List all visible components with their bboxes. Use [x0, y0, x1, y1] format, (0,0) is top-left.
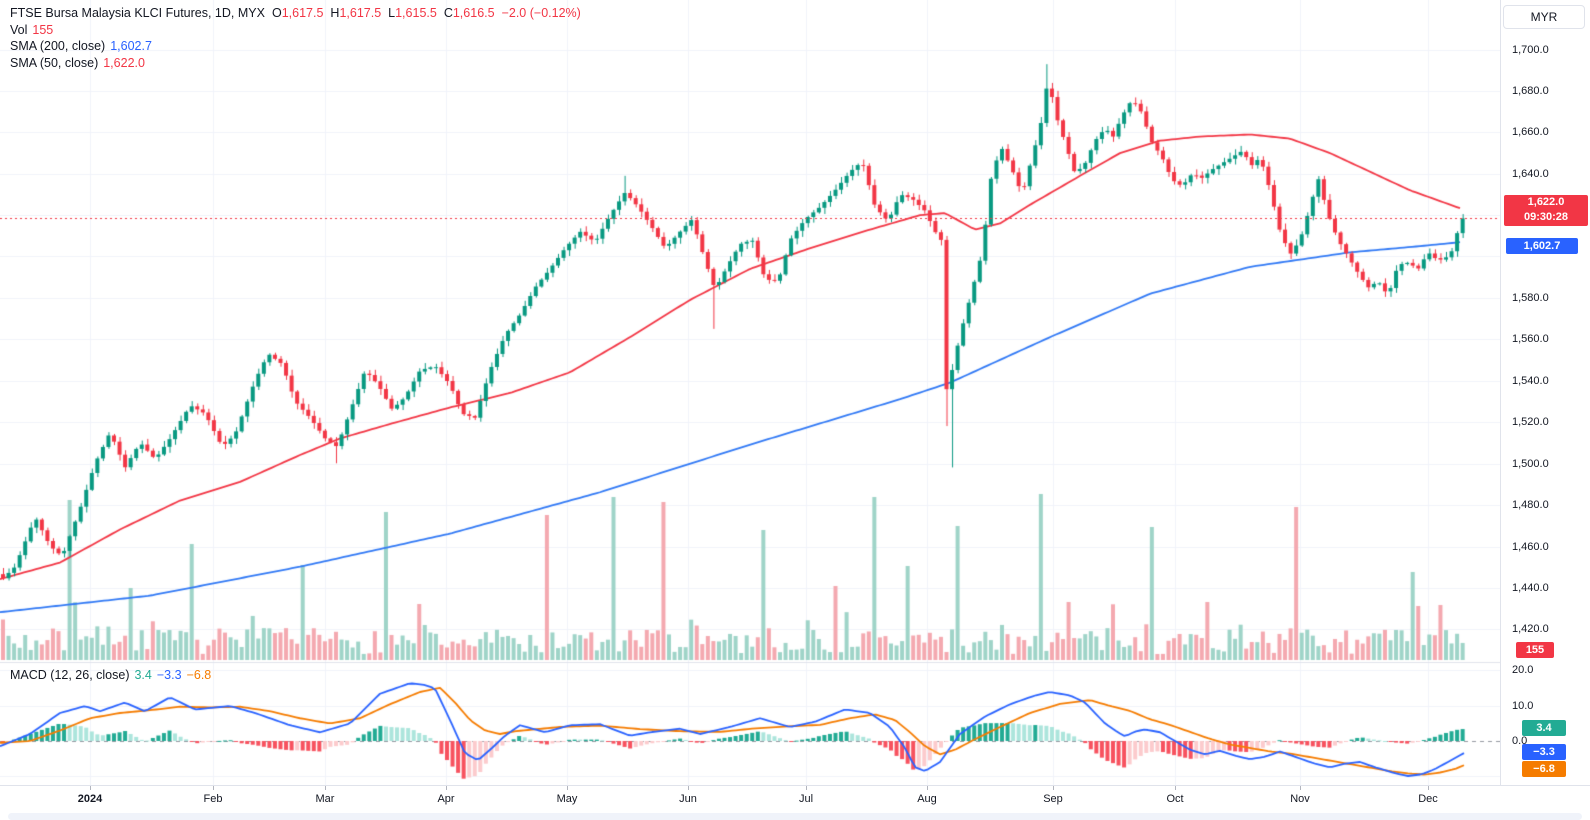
sma200-label: SMA (200, close) — [10, 39, 106, 53]
time-axis-label: May — [556, 793, 578, 805]
time-axis-tick — [806, 786, 807, 790]
price-axis-label: 1,460.0 — [1512, 541, 1549, 553]
price-axis-label: 1,580.0 — [1512, 292, 1549, 304]
macd-signal-axis-badge: −6.8 — [1522, 761, 1566, 777]
sma50-legend-row[interactable]: SMA (50, close) 1,622.0 — [10, 56, 145, 70]
price-axis-label: 1,640.0 — [1512, 168, 1549, 180]
price-axis[interactable]: MYR 1,700.0 1,680.0 1,660.0 1,640.0 1,580.0 1… — [1500, 0, 1590, 785]
macd-legend-row[interactable]: MACD (12, 26, close) 3.4 −3.3 −6.8 — [10, 668, 211, 682]
volume-value: 155 — [32, 23, 54, 37]
symbol-legend-row[interactable]: FTSE Bursa Malaysia KLCI Futures, 1D, MY… — [10, 6, 581, 20]
countdown-timer: 09:30:28 — [1523, 211, 1569, 223]
time-axis-tick — [688, 786, 689, 790]
time-axis-tick — [1175, 786, 1176, 790]
macd-label: MACD (12, 26, close) — [10, 668, 130, 682]
time-axis-label: Aug — [917, 793, 937, 805]
volume-label: Vol — [10, 23, 28, 37]
macd-line-value: −3.3 — [156, 668, 182, 682]
sma50-value: 1,622.0 — [103, 56, 145, 70]
sma200-legend-row[interactable]: SMA (200, close) 1,602.7 — [10, 39, 152, 53]
ohlc-item: C1,616.5 — [443, 6, 495, 20]
time-axis-label: Oct — [1166, 793, 1184, 805]
macd-hist-value: 3.4 — [134, 668, 152, 682]
price-axis-label: 1,660.0 — [1512, 126, 1549, 138]
price-axis-label: 1,420.0 — [1512, 623, 1549, 635]
symbol-title: FTSE Bursa Malaysia KLCI Futures, 1D, MY… — [10, 6, 265, 20]
change-value: −2.0 (−0.12%) — [501, 6, 581, 20]
price-axis-label: 10.0 — [1512, 700, 1534, 712]
volume-axis-badge: 155 — [1516, 642, 1554, 658]
price-axis-label: 1,560.0 — [1512, 333, 1549, 345]
price-axis-label: 1,540.0 — [1512, 375, 1549, 387]
time-axis-tick — [213, 786, 214, 790]
time-axis-label: Dec — [1418, 793, 1438, 805]
macd-signal-value: −6.8 — [186, 668, 212, 682]
ohlc-item: L1,615.5 — [388, 6, 437, 20]
horizontal-scrollbar[interactable] — [8, 813, 1582, 820]
time-axis-tick — [90, 786, 91, 790]
time-axis-tick — [1300, 786, 1301, 790]
time-axis-tick — [927, 786, 928, 790]
time-axis[interactable]: 2024 Feb Mar Apr May Jun Jul Aug Sep Oct Nov Dec — [0, 785, 1590, 820]
macd-line-axis-badge: −3.3 — [1522, 744, 1566, 760]
time-axis-label: Jul — [798, 793, 814, 805]
price-axis-label: 1,700.0 — [1512, 44, 1549, 56]
sma200-axis-badge: 1,602.7 — [1506, 238, 1578, 254]
time-axis-tick — [1053, 786, 1054, 790]
time-axis-label: Apr — [437, 793, 455, 805]
sma50-label: SMA (50, close) — [10, 56, 99, 70]
volume-legend-row[interactable]: Vol 155 — [10, 23, 53, 37]
time-axis-tick — [446, 786, 447, 790]
sma200-value: 1,602.7 — [110, 39, 152, 53]
time-axis-label: Mar — [315, 793, 335, 805]
price-axis-label: 1,680.0 — [1512, 85, 1549, 97]
price-axis-label: 1,500.0 — [1512, 458, 1549, 470]
time-axis-label: Jun — [679, 793, 697, 805]
time-axis-label: 2024 — [77, 793, 103, 805]
time-axis-tick — [325, 786, 326, 790]
time-axis-tick — [567, 786, 568, 790]
ohlc-item: H1,617.5 — [330, 6, 382, 20]
time-axis-label: Feb — [203, 793, 223, 805]
time-axis-label: Sep — [1043, 793, 1063, 805]
currency-button[interactable]: MYR — [1503, 5, 1585, 29]
last-price-value: 1,622.0 — [1527, 196, 1565, 208]
macd-hist-axis-badge: 3.4 — [1522, 720, 1566, 736]
time-axis-label: Nov — [1290, 793, 1310, 805]
time-axis-tick — [1428, 786, 1429, 790]
last-price-badge: 1,622.0 09:30:28 — [1504, 195, 1588, 226]
ohlc-values: O1,617.5 H1,617.5 L1,615.5 C1,616.5 — [265, 6, 495, 20]
ohlc-item: O1,617.5 — [271, 6, 324, 20]
price-axis-label: 20.0 — [1512, 664, 1534, 676]
price-axis-label: 1,520.0 — [1512, 416, 1549, 428]
price-axis-label: 1,440.0 — [1512, 582, 1549, 594]
price-axis-label: 1,480.0 — [1512, 499, 1549, 511]
